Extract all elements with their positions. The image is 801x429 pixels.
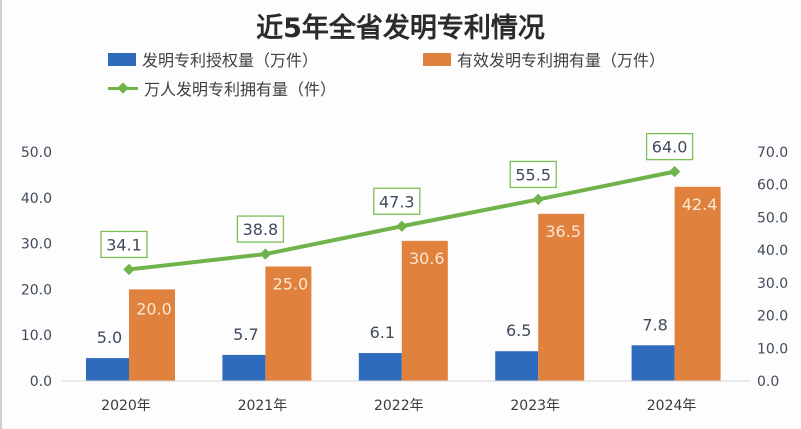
line-data-label: 47.3 xyxy=(379,192,415,211)
right-y-tick-label: 40.0 xyxy=(757,243,788,259)
bar-grants xyxy=(495,351,539,381)
legend-label-per-capita: 万人发明专利拥有量（件） xyxy=(144,80,337,99)
bar-holdings-label: 42.4 xyxy=(682,195,718,214)
line-data-label: 34.1 xyxy=(106,235,142,254)
line-label-box xyxy=(236,215,285,243)
legend-label-grants: 发明专利授权量（万件） xyxy=(142,51,319,70)
line-data-label: 55.5 xyxy=(515,165,551,184)
x-tick-label: 2021年 xyxy=(238,398,288,414)
line-marker xyxy=(668,165,681,178)
legend-item-grants: 发明专利授权量（万件） xyxy=(108,47,318,71)
legend-swatch-orange xyxy=(423,52,451,66)
legend-swatch-blue xyxy=(108,52,136,66)
right-y-tick-label: 50.0 xyxy=(757,210,788,226)
bar-holdings-label: 25.0 xyxy=(273,275,309,294)
left-y-tick-label: 0.0 xyxy=(30,374,52,390)
line-marker xyxy=(396,220,408,232)
x-tick-label: 2022年 xyxy=(374,398,424,414)
chart-title: 近5年全省发明专利情况 xyxy=(256,13,545,44)
bar-grants xyxy=(631,345,675,381)
line-data-label: 38.8 xyxy=(243,220,279,239)
bar-grants-label: 6.1 xyxy=(370,323,395,342)
left-y-axis: 0.0 10.0 20.0 30.0 40.0 50.0 xyxy=(21,145,52,390)
bar-holdings xyxy=(265,266,312,381)
legend-line-marker-icon xyxy=(108,81,138,95)
x-tick-label: 2020年 xyxy=(101,398,151,414)
left-y-tick-label: 30.0 xyxy=(21,237,52,253)
x-tick-label: 2024年 xyxy=(647,398,697,414)
left-y-tick-label: 40.0 xyxy=(21,191,52,207)
bar-grants-label: 7.8 xyxy=(642,315,667,334)
right-y-tick-label: 60.0 xyxy=(757,178,788,194)
right-y-tick-label: 0.0 xyxy=(757,374,779,390)
bar-holdings-label: 30.6 xyxy=(409,249,445,268)
line-label-box xyxy=(373,187,421,215)
line-series: 34.1 38.8 47.3 55.5 64.0 xyxy=(100,132,694,276)
bar-holdings-label: 20.0 xyxy=(136,299,172,318)
right-y-tick-label: 30.0 xyxy=(757,276,788,292)
bar-grants xyxy=(222,354,266,381)
line-marker xyxy=(259,248,272,260)
legend-item-per-capita: 万人发明专利拥有量（件） xyxy=(108,76,336,100)
line-label-box xyxy=(100,230,148,259)
bar-holdings xyxy=(129,289,175,381)
right-y-tick-label: 20.0 xyxy=(757,309,788,325)
x-axis: 2020年 2021年 2022年 2023年 2024年 xyxy=(62,380,750,414)
bar-grants-label: 6.5 xyxy=(506,321,531,340)
bar-grants xyxy=(358,353,402,381)
line-data-label: 64.0 xyxy=(652,138,688,157)
legend-label-holdings: 有效发明专利拥有量（万件） xyxy=(457,51,666,70)
right-y-tick-label: 10.0 xyxy=(757,341,788,357)
bar-grants-label: 5.7 xyxy=(233,325,258,344)
bar-holdings xyxy=(401,240,448,381)
bar-grants-label: 5.0 xyxy=(97,328,122,347)
line-label-box xyxy=(509,160,557,189)
legend-item-holdings: 有效发明专利拥有量（万件） xyxy=(423,47,665,71)
bar-grants xyxy=(86,358,129,381)
right-y-tick-label: 70.0 xyxy=(757,145,788,161)
right-y-axis: 0.0 10.0 20.0 30.0 40.0 50.0 60.0 70.0 xyxy=(757,145,788,390)
bars: 5.0 20.0 5.7 25.0 6.1 30.6 6.5 36.5 7.8 42.4 xyxy=(86,186,721,381)
line-label-box xyxy=(645,132,694,161)
line-marker xyxy=(532,193,544,206)
bar-holdings xyxy=(538,213,585,381)
line-marker xyxy=(123,263,135,276)
left-y-tick-label: 20.0 xyxy=(21,282,52,298)
left-y-tick-label: 50.0 xyxy=(21,145,52,161)
bar-holdings xyxy=(674,186,721,381)
x-tick-label: 2023年 xyxy=(510,398,560,414)
bar-holdings-label: 36.5 xyxy=(545,222,581,241)
left-y-tick-label: 10.0 xyxy=(21,328,52,344)
